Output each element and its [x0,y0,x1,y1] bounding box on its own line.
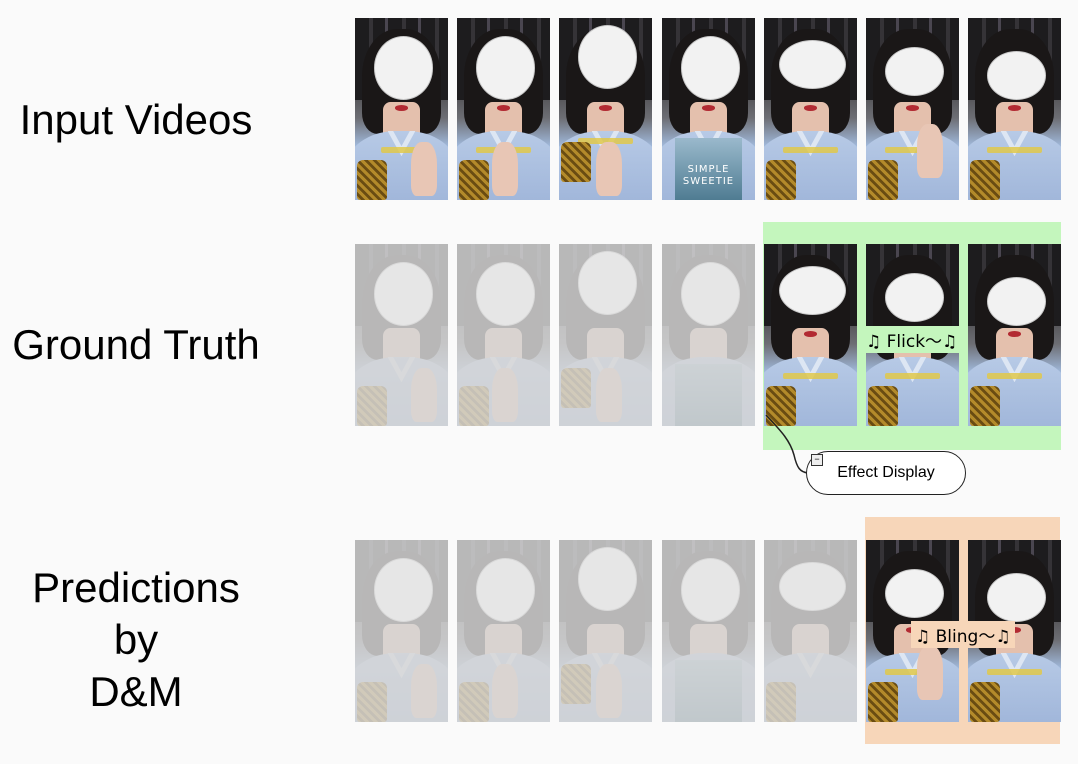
collapse-icon: − [811,454,823,466]
pack-text-line-2: SWEETIE [682,176,735,188]
ground-truth-frame-7 [968,244,1061,426]
face-mask-icon [680,262,741,327]
face-mask-icon [577,25,638,90]
face-mask-icon [680,558,741,623]
face-mask-icon [475,36,536,101]
face-mask-icon [986,572,1047,623]
prediction-frame-4 [662,540,755,722]
face-mask-icon [778,39,846,90]
ground-truth-frame-3 [559,244,652,426]
ground-truth-effect-tag: ♫ Flick～♫ [862,326,962,353]
face-mask-icon [475,558,536,623]
predictions-label-line-2: by [113,616,159,663]
predictions-label-line-1: Predictions [32,564,240,611]
row-label-predictions: Predictions by D&M [0,562,272,718]
input-frame-7 [968,18,1061,200]
face-mask-icon [884,273,945,323]
face-mask-icon [680,36,741,101]
product-pack: SIMPLE SWEETIE [675,138,742,200]
input-frame-4: SIMPLE SWEETIE [662,18,755,200]
prediction-effect-tag: ♫ Bling～♫ [911,621,1015,648]
ground-truth-frame-4 [662,244,755,426]
predictions-label-line-3: D&M [89,668,183,715]
row-label-input-videos: Input Videos [19,96,253,143]
face-mask-icon [373,262,434,327]
input-frame-1 [355,18,448,200]
row-label-ground-truth: Ground Truth [12,321,260,368]
input-frame-6 [866,18,959,200]
input-frame-3 [559,18,652,200]
prediction-frame-2 [457,540,550,722]
face-mask-icon [577,547,638,612]
face-mask-icon [577,251,638,316]
input-frame-5 [764,18,857,200]
effect-display-callout: Effect Display [806,451,966,495]
prediction-frame-3 [559,540,652,722]
face-mask-icon [986,276,1047,327]
face-mask-icon [373,558,434,623]
face-mask-icon [986,50,1047,101]
input-frame-2 [457,18,550,200]
ground-truth-frame-1 [355,244,448,426]
face-mask-icon [778,265,846,316]
prediction-frame-5 [764,540,857,722]
ground-truth-frame-5 [764,244,857,426]
ground-truth-frame-2 [457,244,550,426]
face-mask-icon [884,569,945,619]
face-mask-icon [475,262,536,327]
face-mask-icon [778,561,846,612]
prediction-frame-1 [355,540,448,722]
pack-text-line-1: SIMPLE [687,164,730,176]
face-mask-icon [884,47,945,97]
face-mask-icon [373,36,434,101]
